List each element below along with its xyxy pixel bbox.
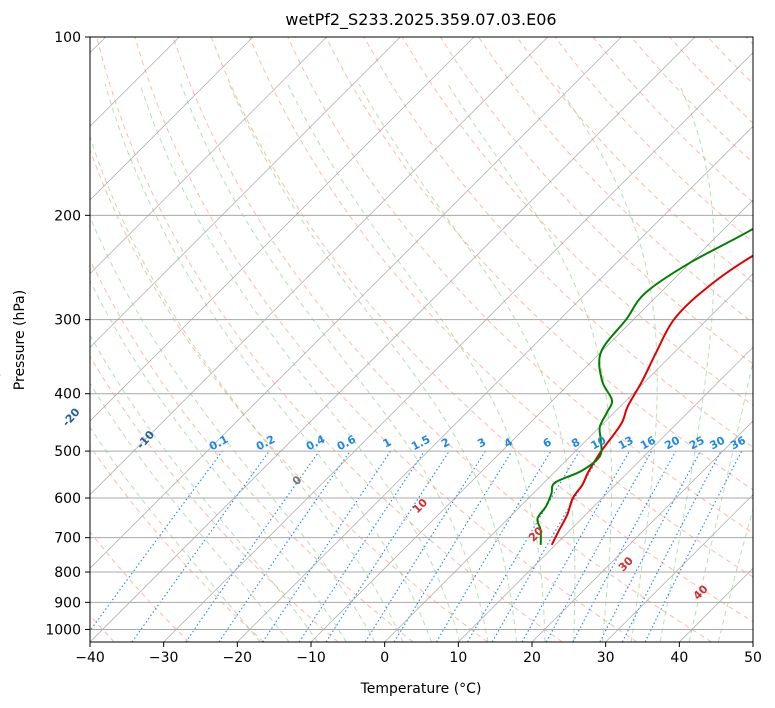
mixing-ratio-line	[521, 450, 630, 642]
dry-adiabat	[401, 37, 753, 406]
moist-adiabat	[659, 83, 715, 642]
isotherm	[458, 346, 753, 642]
mixing-ratio-label: 10	[589, 434, 609, 453]
moist-adiabat	[90, 426, 261, 642]
x-tick-label: −40	[75, 650, 105, 666]
dry-adiabat	[249, 37, 753, 578]
mixing-ratio-line	[572, 450, 677, 642]
moist-adiabat	[90, 279, 347, 642]
mixing-ratio-label: 30	[708, 434, 728, 453]
dry-adiabat	[90, 445, 264, 642]
y-tick-label: 200	[54, 208, 81, 224]
y-axis-label: Pressure (hPa)	[12, 290, 28, 390]
x-axis: −40 −30 −20 −10 0 10 20 30 40 50	[75, 642, 762, 666]
moist-adiabat	[90, 135, 404, 642]
isotherm	[384, 273, 753, 642]
moist-adiabat	[688, 358, 753, 642]
y-tick-label: 900	[54, 595, 81, 611]
isotherm	[237, 125, 753, 642]
dry-adiabat	[90, 148, 488, 642]
x-tick-label: −20	[223, 650, 253, 666]
y-tick-label: 300	[54, 313, 81, 329]
y-axis: 100 200 300 400 500 600 700 800 900 1000	[45, 30, 90, 638]
profile-line	[536, 227, 753, 545]
y-tick-label: 500	[54, 444, 81, 460]
moist-adiabat	[90, 382, 290, 642]
isotherm	[90, 37, 401, 348]
moist-adiabat	[90, 215, 376, 642]
mixing-ratio-line	[325, 450, 450, 642]
x-tick-label: 10	[449, 650, 467, 666]
y-tick-label: 700	[54, 531, 81, 547]
isotherm	[163, 52, 753, 642]
dry-adiabat	[439, 37, 753, 365]
mixing-ratio-label: 20	[662, 434, 682, 453]
mixing-ratio-line	[644, 450, 743, 642]
y-tick-label: 100	[54, 30, 81, 46]
mixing-ratio-label: 36	[728, 434, 748, 453]
dry-adiabat	[96, 37, 563, 642]
isotherm	[90, 37, 696, 642]
x-tick-label: 50	[744, 650, 762, 666]
mixing-ratio-label: 16	[638, 434, 658, 453]
mixing-ratio-label: 13	[616, 434, 636, 453]
dry-adiabat	[516, 37, 753, 284]
mixing-ratio-line	[393, 450, 513, 642]
isotherm	[90, 37, 548, 496]
y-tick-label: 800	[54, 565, 81, 581]
profile-series	[536, 227, 753, 546]
y-tick-label: 1000	[45, 622, 81, 638]
x-tick-label: −10	[296, 650, 326, 666]
mixing-ratio-label: 25	[687, 434, 707, 453]
mixing-ratio-line	[218, 450, 351, 642]
moist-adiabat	[139, 83, 461, 642]
x-tick-label: 20	[523, 650, 541, 666]
x-tick-label: 40	[670, 650, 688, 666]
x-tick-label: −30	[149, 650, 179, 666]
chart-title: wetPf2_S233.2025.359.07.03.E06	[285, 10, 556, 30]
x-axis-label: Temperature (°C)	[360, 681, 482, 697]
dry-adiabat	[172, 37, 712, 642]
mixing-ratio-line	[262, 450, 392, 642]
mixing-ratio-line	[90, 450, 223, 632]
y-tick-label: 400	[54, 387, 81, 403]
isotherm	[90, 37, 622, 569]
moist-adiabat	[556, 83, 658, 642]
isotherm	[90, 37, 475, 422]
moist-adiabat	[90, 334, 319, 642]
mixing-ratio-line	[298, 450, 425, 642]
dry-adiabat	[90, 258, 414, 642]
mixing-ratio-line	[185, 450, 320, 642]
moist-adiabat	[228, 83, 517, 642]
dry-adiabat	[210, 37, 753, 623]
dry-adiabat	[90, 531, 190, 642]
isotherm	[310, 199, 753, 642]
grid-lines	[90, 37, 753, 642]
isotherm	[531, 420, 753, 642]
dry-adiabat	[90, 355, 339, 642]
plot-frame	[89, 36, 754, 643]
mixing-ratio-line	[131, 450, 270, 642]
profile-line	[550, 254, 753, 546]
moist-adiabat	[287, 83, 546, 642]
mixing-ratio-line	[545, 450, 653, 642]
background-lines	[90, 37, 753, 642]
x-tick-label: 0	[380, 650, 389, 666]
isotherm	[90, 37, 254, 201]
x-tick-label: 30	[597, 650, 615, 666]
isotherm	[605, 494, 753, 642]
moist-adiabat	[104, 83, 432, 642]
moist-adiabat	[180, 83, 489, 642]
y-tick-label: 600	[54, 491, 81, 507]
isotherm	[90, 37, 327, 275]
